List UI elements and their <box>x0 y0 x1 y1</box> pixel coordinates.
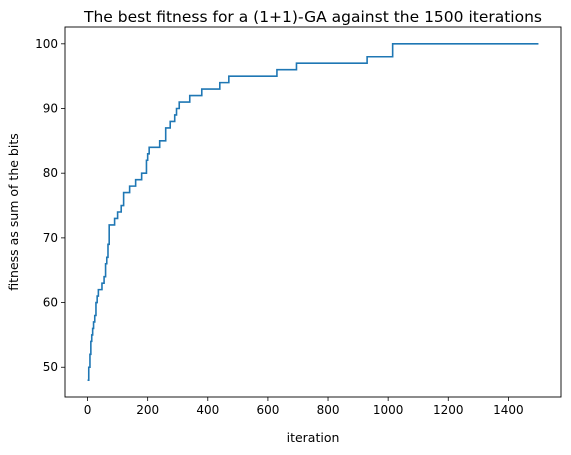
x-tick-label-7: 1400 <box>493 403 524 417</box>
y-axis-label: fitness as sum of the bits <box>6 133 21 290</box>
x-tick-label-1: 200 <box>136 403 159 417</box>
x-tick-label-0: 0 <box>84 403 92 417</box>
x-tick-label-4: 800 <box>317 403 340 417</box>
y-tick-label-5: 100 <box>35 37 58 51</box>
y-axis-ticks: 50 60 70 80 90 100 <box>35 37 65 374</box>
plot-layer <box>87 43 539 381</box>
x-tick-label-6: 1200 <box>433 403 464 417</box>
series-line-0 <box>87 43 539 381</box>
x-tick-label-5: 1000 <box>373 403 404 417</box>
y-tick-label-0: 50 <box>43 360 58 374</box>
y-tick-label-1: 60 <box>43 296 58 310</box>
x-tick-label-3: 600 <box>256 403 279 417</box>
x-tick-label-2: 400 <box>196 403 219 417</box>
plot-frame <box>64 26 562 398</box>
y-tick-label-3: 80 <box>43 166 58 180</box>
x-axis-ticks: 0 200 400 600 800 1000 1200 1400 <box>84 397 524 417</box>
y-tick-label-4: 90 <box>43 102 58 116</box>
y-tick-label-2: 70 <box>43 231 58 245</box>
chart-title: The best fitness for a (1+1)-GA against … <box>83 8 542 26</box>
x-axis-label: iteration <box>287 430 340 445</box>
